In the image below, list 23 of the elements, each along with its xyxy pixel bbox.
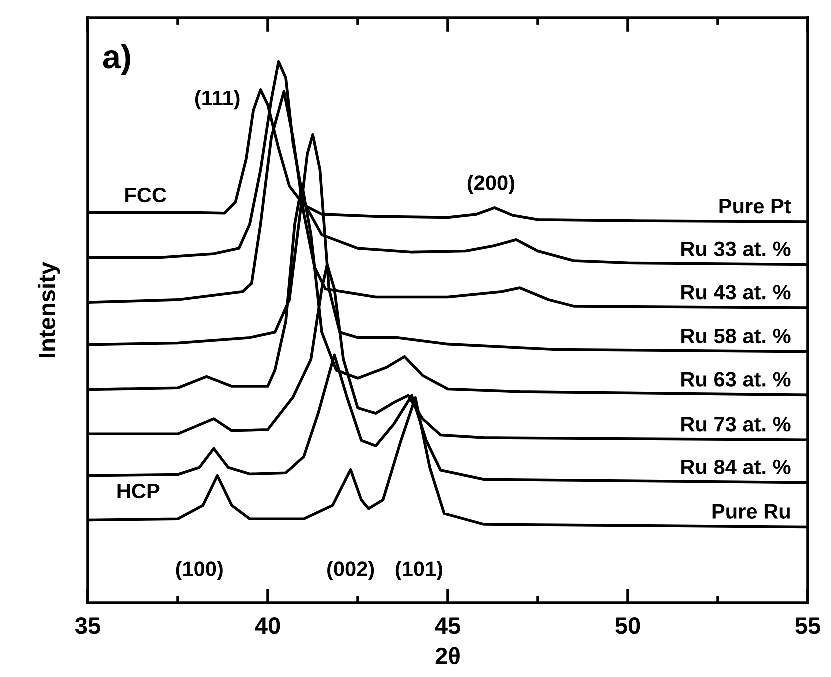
series-label: Pure Pt [720,199,792,214]
annotation: a) [103,44,130,76]
x-tick-label: 40 [255,618,280,634]
x-axis-title: 2θ [436,647,460,665]
series-label: Ru 58 at. % [682,328,791,344]
annotation: (002) [328,561,374,581]
x-tick-label: 45 [435,618,460,634]
x-tick-label: 55 [796,618,820,634]
x-tick-label: 35 [75,618,100,634]
series-label: Ru 73 at. % [682,417,791,432]
annotation: (100) [176,561,223,581]
annotation: (101) [396,561,442,581]
series-label: Ru 63 at. % [682,372,791,387]
annotation: (200) [468,175,514,194]
annotation: FCC [126,188,166,203]
series-label: Ru 84 at. % [682,460,791,475]
x-tick-label: 50 [616,618,640,634]
annotation: (111) [195,90,240,110]
y-axis-title: Intensity [38,262,60,358]
series-label: Pure Ru [712,504,790,519]
annotation: HCP [118,484,160,499]
series-label: Ru 43 at. % [682,285,791,300]
series-label: Ru 33 at. % [682,242,791,257]
